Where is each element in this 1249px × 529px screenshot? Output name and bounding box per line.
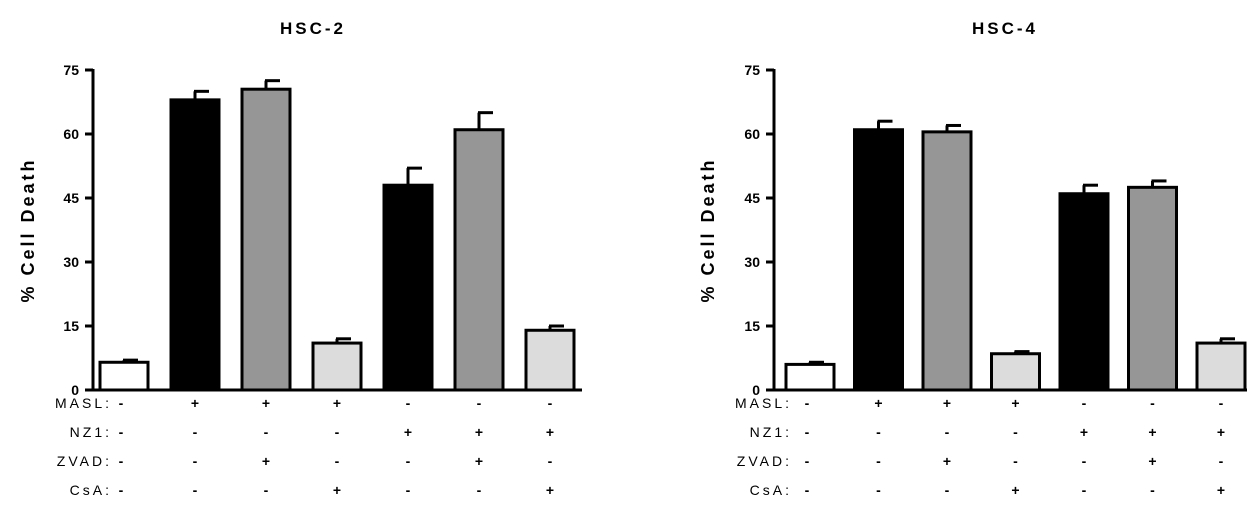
condition-sign: - <box>193 482 198 498</box>
condition-sign: + <box>1217 482 1225 498</box>
condition-label: ZVAD: <box>737 453 792 469</box>
condition-sign: + <box>475 453 483 469</box>
y-tick-label: 0 <box>752 382 760 398</box>
condition-sign: + <box>874 395 882 411</box>
condition-sign: - <box>1219 395 1224 411</box>
condition-sign: - <box>264 424 269 440</box>
y-tick-label: 75 <box>744 62 760 78</box>
condition-sign: - <box>1082 395 1087 411</box>
condition-sign: - <box>876 482 881 498</box>
condition-sign: + <box>333 482 341 498</box>
condition-sign: - <box>119 482 124 498</box>
condition-sign: - <box>805 482 810 498</box>
bar <box>453 128 505 392</box>
condition-label: MASL: <box>55 395 112 411</box>
condition-sign: - <box>119 453 124 469</box>
condition-sign: + <box>1148 453 1156 469</box>
chart-title: HSC-2 <box>280 19 346 38</box>
condition-sign: + <box>1148 424 1156 440</box>
condition-sign: + <box>404 424 412 440</box>
bar <box>382 183 434 392</box>
y-tick-label: 45 <box>744 190 760 206</box>
bar <box>169 98 221 392</box>
condition-sign: + <box>333 395 341 411</box>
y-tick-label: 30 <box>63 254 79 270</box>
condition-label: MASL: <box>735 395 792 411</box>
chart-title: HSC-4 <box>972 19 1038 38</box>
y-tick-label: 60 <box>744 126 760 142</box>
bar <box>1058 192 1110 392</box>
bar <box>98 360 150 392</box>
condition-sign: - <box>1150 395 1155 411</box>
bar <box>784 362 836 392</box>
condition-sign: - <box>1082 453 1087 469</box>
y-axis-label: % Cell Death <box>18 157 38 302</box>
condition-label: CsA: <box>750 482 792 498</box>
condition-sign: + <box>191 395 199 411</box>
condition-sign: - <box>805 424 810 440</box>
condition-sign: - <box>193 424 198 440</box>
condition-sign: + <box>1011 482 1019 498</box>
condition-sign: - <box>335 453 340 469</box>
condition-sign: + <box>1011 395 1019 411</box>
condition-sign: - <box>945 424 950 440</box>
condition-sign: - <box>1013 453 1018 469</box>
condition-sign: - <box>805 395 810 411</box>
condition-sign: - <box>1150 482 1155 498</box>
condition-sign: - <box>876 453 881 469</box>
condition-sign: - <box>406 453 411 469</box>
condition-sign: + <box>943 453 951 469</box>
condition-sign: - <box>1219 453 1224 469</box>
condition-sign: - <box>119 424 124 440</box>
condition-sign: - <box>477 395 482 411</box>
bar <box>1127 185 1178 392</box>
condition-sign: - <box>805 453 810 469</box>
condition-sign: - <box>264 482 269 498</box>
bar <box>990 352 1041 392</box>
condition-sign: - <box>406 395 411 411</box>
condition-label: CsA: <box>70 482 112 498</box>
condition-sign: - <box>1082 482 1087 498</box>
condition-sign: - <box>945 482 950 498</box>
condition-sign: - <box>119 395 124 411</box>
bar <box>524 328 576 392</box>
y-tick-label: 75 <box>63 62 79 78</box>
condition-sign: - <box>876 424 881 440</box>
y-tick-label: 0 <box>71 382 79 398</box>
y-tick-label: 45 <box>63 190 79 206</box>
condition-sign: - <box>193 453 198 469</box>
condition-sign: + <box>1080 424 1088 440</box>
condition-sign: + <box>546 482 554 498</box>
condition-sign: + <box>546 424 554 440</box>
bar <box>921 130 973 392</box>
condition-sign: + <box>1217 424 1225 440</box>
bar <box>240 87 292 392</box>
condition-sign: - <box>1013 424 1018 440</box>
condition-sign: + <box>262 395 270 411</box>
condition-sign: - <box>548 453 553 469</box>
condition-sign: - <box>548 395 553 411</box>
condition-label: NZ1: <box>70 424 112 440</box>
condition-sign: + <box>262 453 270 469</box>
bar <box>311 341 363 392</box>
y-axis-label: % Cell Death <box>698 157 718 302</box>
y-tick-label: 15 <box>63 318 79 334</box>
y-tick-label: 15 <box>744 318 760 334</box>
condition-label: NZ1: <box>750 424 792 440</box>
condition-sign: - <box>335 424 340 440</box>
bar <box>1195 341 1247 392</box>
condition-sign: + <box>943 395 951 411</box>
y-tick-label: 60 <box>63 126 79 142</box>
bar <box>853 128 904 392</box>
condition-label: ZVAD: <box>57 453 112 469</box>
condition-sign: + <box>475 424 483 440</box>
condition-sign: - <box>477 482 482 498</box>
condition-sign: - <box>406 482 411 498</box>
y-tick-label: 30 <box>744 254 760 270</box>
